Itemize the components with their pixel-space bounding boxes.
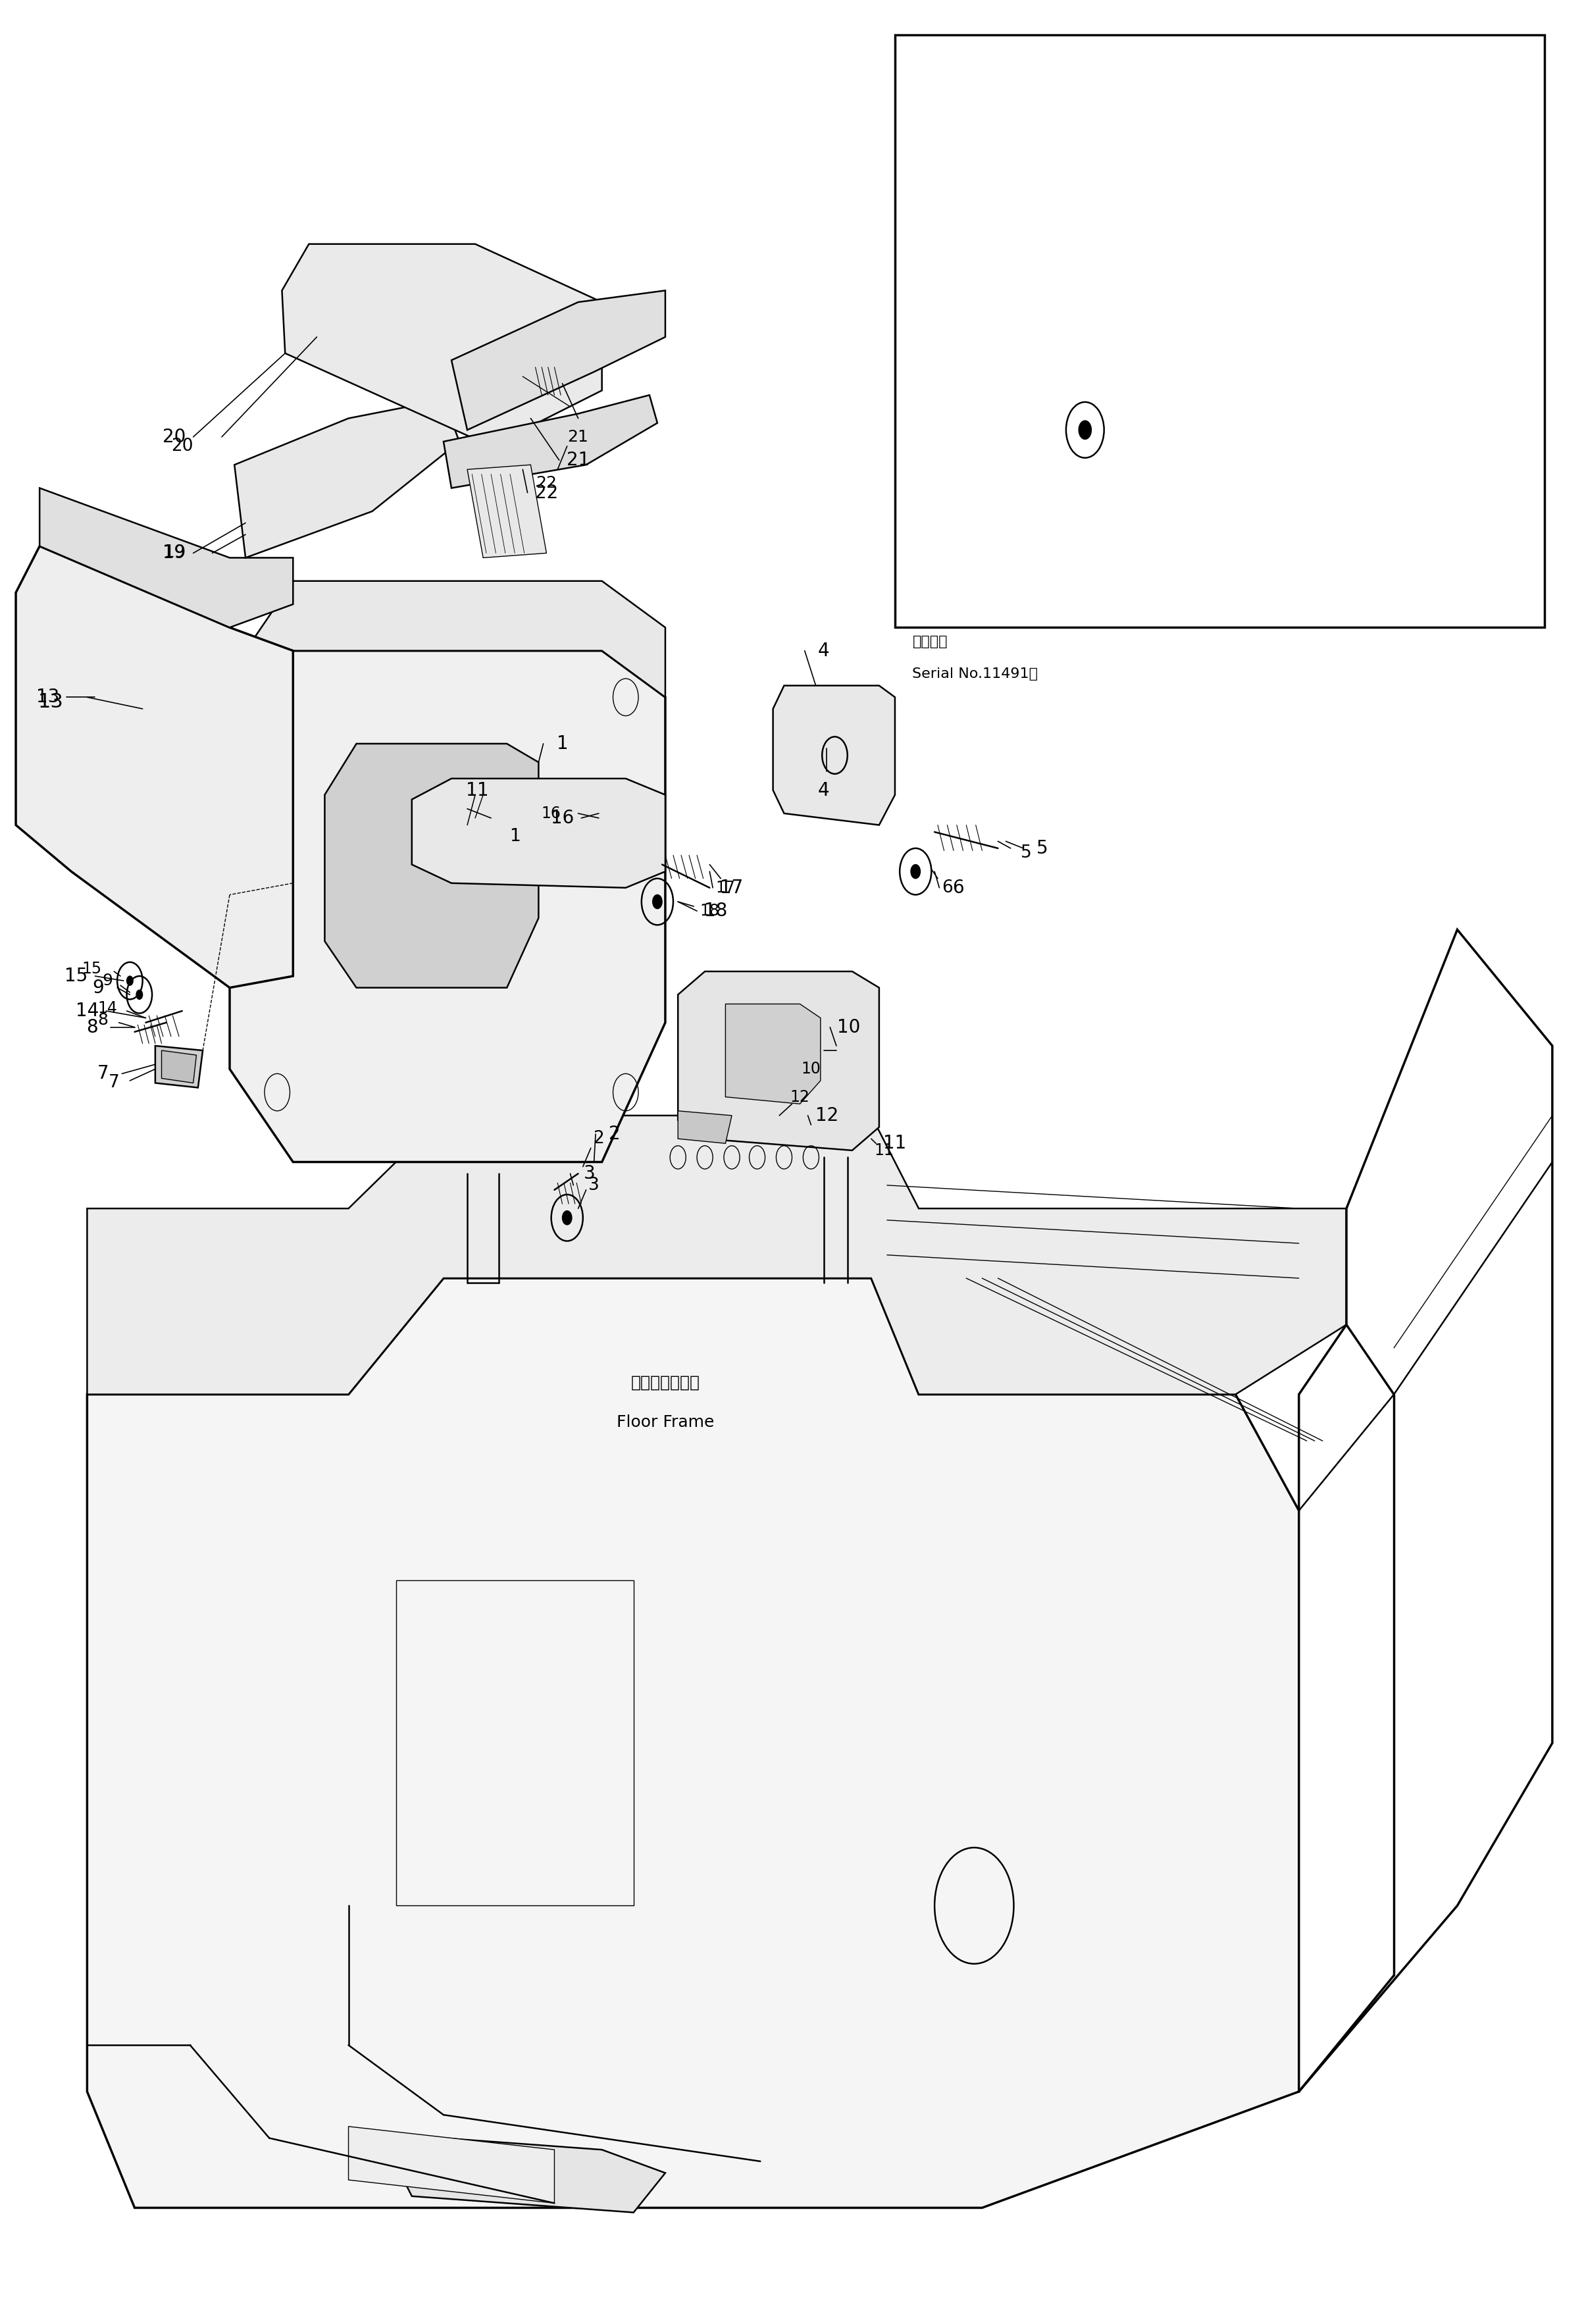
Polygon shape: [599, 795, 665, 837]
Circle shape: [653, 895, 662, 909]
Text: 1: 1: [510, 827, 520, 846]
Text: 21: 21: [567, 430, 589, 444]
Text: 適用号機: 適用号機: [912, 634, 947, 648]
Text: 2: 2: [608, 1125, 621, 1143]
Text: 12: 12: [816, 1106, 838, 1125]
Polygon shape: [725, 1004, 821, 1104]
Circle shape: [136, 990, 143, 999]
Polygon shape: [412, 779, 665, 888]
Circle shape: [562, 1211, 572, 1225]
Text: 1: 1: [477, 781, 489, 799]
Text: 10: 10: [838, 1018, 860, 1037]
Text: 11: 11: [884, 1134, 906, 1153]
Text: 22: 22: [535, 476, 558, 490]
Text: Floor Frame: Floor Frame: [616, 1415, 714, 1429]
Text: 8: 8: [98, 1013, 108, 1027]
Text: 17: 17: [716, 881, 735, 895]
Polygon shape: [1022, 267, 1125, 383]
Polygon shape: [325, 744, 539, 988]
Text: 21: 21: [567, 451, 589, 469]
Polygon shape: [467, 465, 546, 558]
Polygon shape: [380, 2133, 665, 2212]
Text: 13A: 13A: [1188, 546, 1220, 560]
Polygon shape: [230, 651, 665, 1162]
Polygon shape: [234, 400, 459, 558]
Circle shape: [911, 865, 920, 878]
Text: 15: 15: [65, 967, 87, 985]
Polygon shape: [155, 1046, 203, 1088]
Polygon shape: [678, 971, 879, 1150]
Text: 13: 13: [38, 693, 63, 711]
Polygon shape: [935, 58, 1220, 418]
Text: 16: 16: [551, 809, 573, 827]
Text: 7: 7: [97, 1064, 109, 1083]
Text: 18: 18: [705, 902, 727, 920]
Bar: [895, 35, 1544, 627]
Text: 2: 2: [594, 1129, 604, 1148]
Text: 3: 3: [589, 1176, 599, 1195]
Text: 6: 6: [952, 878, 965, 897]
Text: 13: 13: [36, 688, 59, 706]
Text: 15: 15: [82, 962, 101, 976]
Polygon shape: [16, 546, 293, 988]
Text: 20: 20: [163, 428, 185, 446]
Polygon shape: [678, 1111, 732, 1143]
Text: 7: 7: [109, 1074, 119, 1092]
Text: 9: 9: [103, 974, 112, 988]
Text: 4: 4: [817, 781, 830, 799]
Polygon shape: [444, 395, 657, 488]
Text: 22: 22: [535, 483, 558, 502]
Text: 1: 1: [466, 781, 478, 799]
Text: 19: 19: [163, 544, 185, 562]
Text: 20: 20: [171, 437, 193, 456]
Text: 18: 18: [700, 904, 719, 918]
Text: 19: 19: [163, 544, 185, 562]
Polygon shape: [230, 581, 665, 744]
Text: 11: 11: [874, 1143, 893, 1157]
Text: 10: 10: [802, 1062, 821, 1076]
Polygon shape: [348, 2126, 554, 2203]
Text: 13B: 13B: [1137, 509, 1169, 523]
Text: 16: 16: [542, 806, 561, 820]
Text: 4: 4: [817, 641, 830, 660]
Polygon shape: [162, 1050, 196, 1083]
Text: 6: 6: [942, 878, 952, 897]
Text: 14: 14: [98, 1002, 117, 1016]
Polygon shape: [773, 686, 895, 825]
Polygon shape: [87, 1116, 1346, 1394]
Text: 12: 12: [790, 1090, 809, 1104]
Circle shape: [127, 976, 133, 985]
Polygon shape: [282, 244, 602, 446]
Text: 3: 3: [583, 1164, 596, 1183]
Text: 5: 5: [1022, 844, 1031, 862]
Text: Serial No.11491－: Serial No.11491－: [912, 667, 1038, 681]
Polygon shape: [451, 290, 665, 430]
Polygon shape: [40, 488, 293, 627]
Polygon shape: [87, 1278, 1299, 2208]
Text: 14: 14: [76, 1002, 98, 1020]
Text: 1: 1: [556, 734, 569, 753]
Circle shape: [1079, 421, 1091, 439]
Text: 5: 5: [1036, 839, 1049, 858]
Text: 17: 17: [721, 878, 743, 897]
Text: 8: 8: [86, 1018, 98, 1037]
Text: 9: 9: [92, 978, 105, 997]
Text: フロアフレーム: フロアフレーム: [630, 1376, 700, 1390]
Text: 13: 13: [1389, 95, 1415, 114]
